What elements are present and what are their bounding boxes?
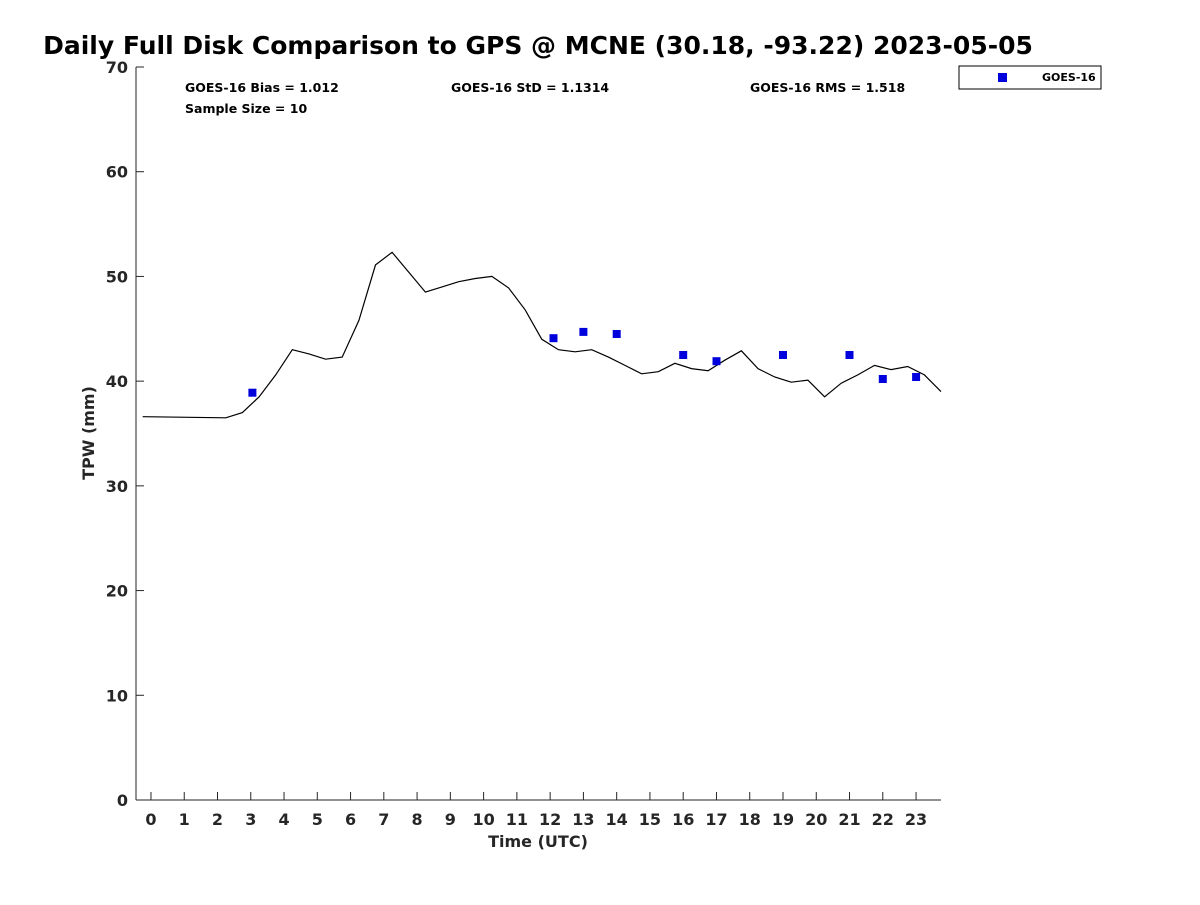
x-tick-label: 15: [639, 810, 661, 829]
y-tick-label: 40: [106, 372, 128, 391]
stat-rms: GOES-16 RMS = 1.518: [750, 80, 905, 95]
y-tick-label: 70: [106, 58, 128, 77]
legend-box: [958, 65, 1102, 90]
x-tick-label: 5: [312, 810, 323, 829]
x-axis-title: Time (UTC): [488, 832, 588, 851]
legend-label: GOES-16: [1042, 71, 1096, 84]
gps-tpw-line: [142, 251, 942, 419]
y-axis-title: TPW (mm): [79, 386, 98, 480]
gps-line-layer: [142, 251, 942, 419]
goes-16-point: [845, 351, 854, 359]
x-tick-label: 14: [606, 810, 628, 829]
x-tick-label: 9: [445, 810, 456, 829]
goes-16-point: [712, 357, 721, 366]
x-tick-label: 21: [838, 810, 860, 829]
x-tick-label: 11: [506, 810, 528, 829]
chart-title: Daily Full Disk Comparison to GPS @ MCNE…: [43, 31, 1033, 60]
x-tick-label: 16: [672, 810, 694, 829]
x-tick-label: 0: [145, 810, 156, 829]
goes-16-point: [579, 327, 588, 336]
y-tick-label: 0: [117, 791, 128, 810]
y-tick-label: 60: [106, 163, 128, 182]
goes-16-point: [779, 351, 787, 359]
x-tick-label: 12: [539, 810, 561, 829]
x-tick-label: 20: [805, 810, 827, 829]
y-tick-label: 30: [106, 477, 128, 496]
x-tick-label: 17: [705, 810, 727, 829]
x-tick-label: 10: [472, 810, 494, 829]
goes-16-point: [612, 330, 621, 338]
y-tick-label: 10: [106, 686, 128, 705]
goes-16-point: [912, 373, 921, 381]
legend: GOES-16: [958, 65, 1102, 90]
x-tick-label: 23: [905, 810, 927, 829]
x-tick-label: 1: [179, 810, 190, 829]
goes-16-point: [878, 375, 887, 383]
x-tick-label: 3: [245, 810, 256, 829]
stat-std: GOES-16 StD = 1.1314: [451, 80, 609, 95]
goes-16-point: [679, 351, 688, 359]
stat-sample-size: Sample Size = 10: [185, 101, 307, 116]
x-tick-label: 6: [345, 810, 356, 829]
x-tick-label: 22: [872, 810, 894, 829]
x-tick-label: 8: [412, 810, 423, 829]
x-tick-label: 4: [278, 810, 289, 829]
x-tick-label: 2: [212, 810, 223, 829]
stat-bias: GOES-16 Bias = 1.012: [185, 80, 339, 95]
x-tick-label: 19: [772, 810, 794, 829]
goes-16-point: [549, 334, 558, 343]
goes-points-layer: [248, 327, 921, 397]
legend-marker: [998, 73, 1007, 82]
x-tick-label: 13: [572, 810, 594, 829]
y-tick-label: 20: [106, 582, 128, 601]
y-tick-label: 50: [106, 267, 128, 286]
x-tick-label: 18: [739, 810, 761, 829]
goes-16-point: [248, 388, 257, 397]
x-tick-label: 7: [378, 810, 389, 829]
